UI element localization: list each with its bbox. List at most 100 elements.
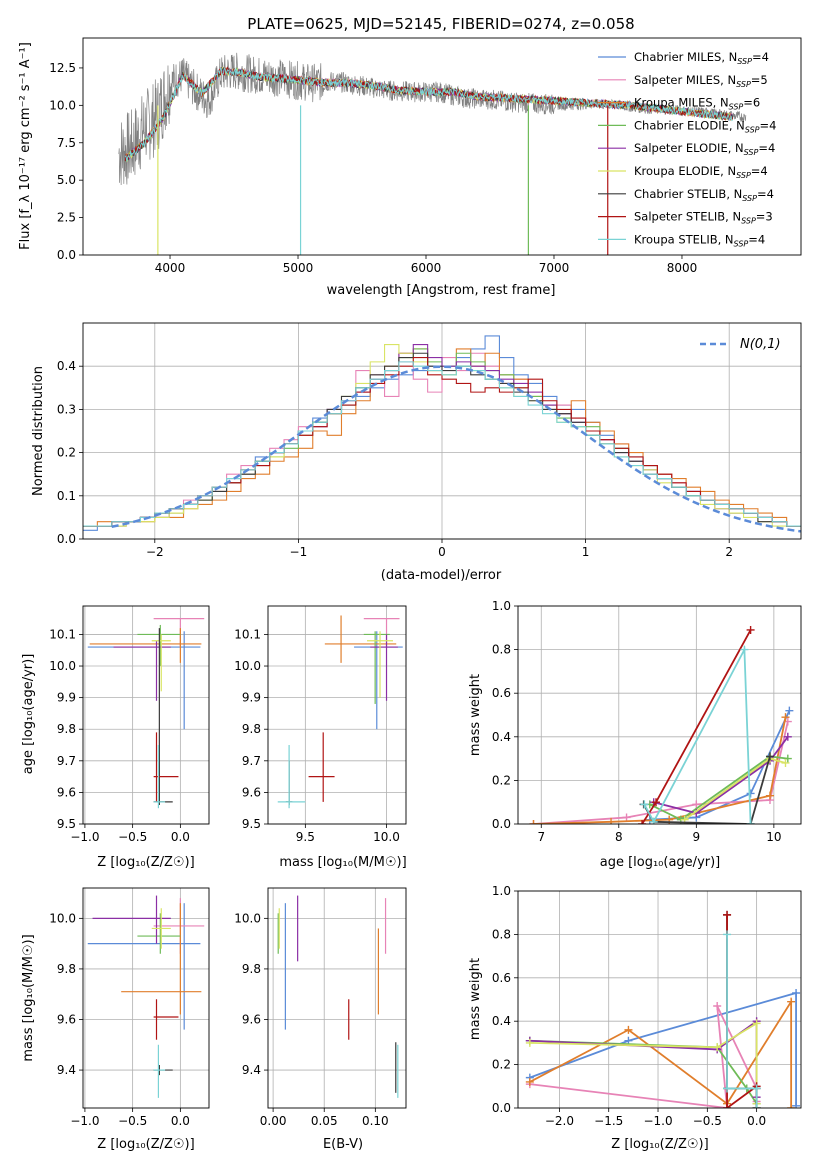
weight-marker: [622, 813, 631, 822]
y-tick-label: 2.5: [57, 211, 76, 225]
y-tick-label: 9.6: [242, 1012, 261, 1026]
axes-frame: [82, 887, 210, 1109]
weight-marker: [783, 754, 792, 763]
histogram-panel: (data-model)/error Normed distribution −…: [31, 322, 802, 583]
y-tick-label: 9.9: [57, 691, 76, 705]
x-tick-label: 0.0: [171, 1114, 190, 1128]
age-vs-mass-plot-area: 9.5 10.0 9.5 9.6 9.7 9.8 9.9 10.0 10.1: [234, 605, 407, 844]
legend-label: Salpeter ELODIE, NSSP=4: [634, 141, 775, 157]
x-tick-label: 0.10: [362, 1114, 389, 1128]
y-tick-label: 0.0: [57, 532, 76, 546]
y-tick-label: 0.4: [492, 730, 511, 744]
x-tick-label: 2: [725, 545, 733, 559]
weight-series-line: [529, 991, 797, 1106]
x-tick-label: −1.0: [643, 1114, 672, 1128]
y-tick-label: 9.4: [242, 1063, 261, 1077]
x-tick-label: 0.00: [260, 1114, 287, 1128]
weight-vs-age-plot-area: 7 8 9 10 0.0 0.2 0.4 0.6 0.8 1.0: [492, 599, 802, 844]
axes-frame: [267, 887, 407, 1109]
weight-marker: [624, 1025, 633, 1034]
legend-label: Kroupa STELIB, NSSP=4: [634, 232, 765, 248]
axes-frame: [517, 605, 802, 825]
axes-frame: [517, 890, 802, 1109]
y-tick-label: 9.6: [57, 1012, 76, 1026]
y-tick-label: 5.0: [57, 173, 76, 187]
y-tick-label: 9.8: [242, 722, 261, 736]
x-tick-label: −1.5: [594, 1114, 623, 1128]
weight-vs-metallicity-panel: Z [log₁₀(Z/Z☉)] mass weight −2.0 −1.5 −1.0…: [468, 884, 802, 1152]
x-tick-label: 7: [537, 830, 545, 844]
y-tick-label: 9.6: [242, 785, 261, 799]
age-vs-z-ylabel: age [log₁₀(age/yr)]: [21, 654, 36, 775]
weight-vs-z-xlabel: Z [log₁₀(Z/Z☉)]: [611, 1137, 708, 1152]
weight-marker: [752, 1019, 761, 1028]
x-tick-label: 0.0: [747, 1114, 766, 1128]
errorbar-points: [277, 615, 403, 809]
weight-marker: [723, 930, 732, 939]
x-tick-label: 8: [615, 830, 623, 844]
errorbar-points: [87, 895, 205, 1098]
x-tick-label: −0.5: [693, 1114, 722, 1128]
x-tick-label: 7000: [539, 261, 570, 275]
legend-label: Chabrier MILES, NSSP=4: [634, 50, 769, 66]
y-tick-label: 1.0: [492, 884, 511, 898]
legend-label: Salpeter MILES, NSSP=5: [634, 73, 768, 89]
weight-marker: [713, 1002, 722, 1011]
x-tick-label: 9.5: [296, 830, 315, 844]
weight-lines: [525, 910, 801, 1108]
y-tick-label: 0.0: [57, 248, 76, 262]
y-tick-label: 0.2: [492, 1058, 511, 1072]
x-tick-label: 8000: [667, 261, 698, 275]
weight-marker: [607, 817, 616, 824]
y-tick-label: 9.8: [242, 962, 261, 976]
errorbar-points: [87, 618, 205, 809]
weight-marker: [525, 1077, 534, 1086]
weight-marker: [529, 820, 538, 824]
weight-marker: [692, 800, 701, 809]
y-tick-label: 9.8: [57, 962, 76, 976]
mass-vs-z-xlabel: Z [log₁₀(Z/Z☉)]: [97, 1137, 194, 1152]
y-tick-label: 10.1: [234, 627, 261, 641]
weight-series-line: [653, 736, 789, 815]
y-tick-label: 10.0: [234, 659, 261, 673]
y-tick-label: 12.5: [49, 61, 76, 75]
x-tick-label: 0.0: [171, 830, 190, 844]
weight-marker: [781, 758, 790, 767]
mass-vs-metallicity-panel: Z [log₁₀(Z/Z☉)] mass [log₁₀(M/M☉)] −1.0−…: [21, 887, 210, 1152]
weight-marker: [723, 1084, 732, 1093]
axes-frame: [82, 37, 802, 256]
age-vs-mass-xlabel: mass [log₁₀(M/M☉)]: [279, 855, 406, 870]
y-tick-label: 0.8: [492, 643, 511, 657]
y-tick-label: 0.0: [492, 1101, 511, 1115]
y-tick-label: 10.0: [49, 911, 76, 925]
weight-marker: [723, 910, 732, 919]
axes-frame: [267, 605, 407, 825]
axes-frame: [82, 605, 210, 825]
mass-vs-ebv-panel: E(B-V) 0.00 0.05 0.10 9.4 9.6 9.8 10.0: [234, 887, 407, 1152]
y-tick-label: 0.8: [492, 927, 511, 941]
y-tick-label: 9.5: [242, 817, 261, 831]
y-tick-label: 10.1: [49, 627, 76, 641]
errorbar-points: [277, 895, 399, 1098]
age-vs-mass-panel: mass [log₁₀(M/M☉)] 9.5 10.09.59.69.79.89.…: [234, 605, 407, 870]
weight-series-line: [643, 646, 752, 824]
histogram-xlabel: (data-model)/error: [381, 568, 502, 583]
x-tick-label: 5000: [283, 261, 314, 275]
weight-marker: [752, 1104, 761, 1108]
weight-marker: [785, 706, 794, 715]
x-tick-label: 10: [766, 830, 781, 844]
y-tick-label: 0.1: [57, 489, 76, 503]
y-tick-label: 9.7: [242, 754, 261, 768]
y-tick-label: 9.4: [57, 1063, 76, 1077]
weight-marker: [652, 798, 661, 807]
legend-label: Chabrier ELODIE, NSSP=4: [634, 118, 776, 134]
weight-series-line: [649, 755, 788, 821]
axes-frame: [82, 322, 802, 540]
y-tick-label: 9.6: [57, 785, 76, 799]
histogram-legend: N(0,1): [700, 337, 781, 352]
spectrum-panel: PLATE=0625, MJD=52145, FIBERID=0274, z=0…: [18, 15, 802, 298]
weight-marker: [787, 1104, 796, 1108]
weight-marker: [525, 1038, 534, 1047]
